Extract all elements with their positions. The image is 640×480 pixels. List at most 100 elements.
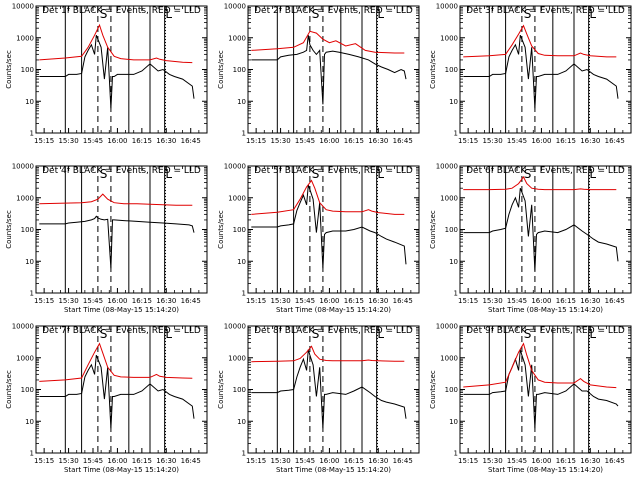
x-tick-label: 15:30 — [482, 297, 502, 305]
y-tick-label: 10000 — [224, 3, 246, 11]
y-tick-label: 100 — [21, 66, 34, 74]
segment-label: S — [312, 327, 320, 341]
x-tick-label: 16:30 — [156, 137, 176, 145]
x-tick-label: 15:15 — [246, 137, 266, 145]
lld-series-line — [251, 345, 405, 363]
y-tick-label: 10 — [237, 98, 246, 106]
x-tick-label: 16:30 — [368, 457, 388, 465]
lld-series-line — [463, 176, 617, 191]
y-tick-label: 10000 — [436, 163, 458, 171]
chart-panel-8: Det 8f BLACK = Events, RED = LLD 1 10 100 10… — [217, 323, 420, 474]
y-tick-label: 10 — [25, 98, 34, 106]
plot-frame — [247, 165, 420, 294]
x-tick-label: 16:00 — [319, 137, 339, 145]
x-tick-label: 15:15 — [34, 297, 54, 305]
segment-label: L — [165, 167, 172, 181]
segment-label: L — [589, 327, 596, 341]
x-tick-label: 15:45 — [507, 137, 527, 145]
x-tick-label: 15:45 — [83, 457, 103, 465]
x-tick-label: 15:15 — [458, 297, 478, 305]
x-tick-label: 16:45 — [393, 137, 413, 145]
x-tick-label: 16:45 — [605, 297, 625, 305]
events-series-line — [251, 184, 407, 269]
lld-series-line — [463, 24, 617, 58]
x-tick-label: 15:30 — [58, 137, 78, 145]
x-tick-label: 16:15 — [132, 137, 152, 145]
y-tick-label: 10000 — [12, 323, 34, 331]
segment-label: L — [589, 167, 596, 181]
y-axis-label: Counts/sec — [217, 370, 225, 409]
x-tick-label: 15:15 — [458, 457, 478, 465]
y-tick-label: 10 — [449, 258, 458, 266]
y-tick-label: 1 — [454, 290, 458, 298]
plot-frame — [35, 5, 208, 134]
chart-panel-5: Det 5f BLACK = Events, RED = LLD 1 10 100 10… — [217, 163, 420, 314]
lld-series-line — [463, 342, 617, 389]
y-tick-label: 1000 — [16, 34, 34, 42]
events-series-line — [463, 35, 619, 109]
x-tick-label: 16:00 — [107, 297, 127, 305]
x-tick-label: 16:15 — [556, 137, 576, 145]
y-tick-label: 10000 — [12, 163, 34, 171]
chart-panel-2: Det 2f BLACK = Events, RED = LLD 1 10 100 10… — [217, 3, 420, 145]
x-tick-label: 15:15 — [458, 137, 478, 145]
segment-label: L — [377, 7, 384, 21]
segment-label: S — [100, 7, 108, 21]
segment-label: L — [377, 327, 384, 341]
x-tick-label: 16:15 — [344, 137, 364, 145]
x-tick-label: 15:45 — [83, 137, 103, 145]
events-series-line — [39, 355, 195, 429]
y-tick-label: 1 — [242, 290, 246, 298]
x-tick-label: 16:00 — [531, 457, 551, 465]
x-tick-label: 15:45 — [507, 297, 527, 305]
x-tick-label: 15:30 — [270, 457, 290, 465]
x-tick-label: 15:30 — [482, 457, 502, 465]
chart-panel-7: Det 7f BLACK = Events, RED = LLD 1 10 100 10… — [5, 323, 208, 474]
y-axis-label: Counts/sec — [217, 50, 225, 89]
chart-panel-1: Det 1f BLACK = Events, RED = LLD 1 10 100 10… — [5, 3, 208, 145]
chart-panel-6: Det 6f BLACK = Events, RED = LLD 1 10 100 10… — [429, 163, 632, 314]
x-axis-label: Start Time (08-May-15 15:14:20) — [64, 306, 179, 314]
y-tick-label: 1000 — [440, 194, 458, 202]
x-tick-label: 15:30 — [58, 297, 78, 305]
y-tick-label: 10 — [449, 98, 458, 106]
x-tick-label: 15:45 — [295, 137, 315, 145]
y-axis-label: Counts/sec — [429, 370, 437, 409]
chart-panel-4: Det 4f BLACK = Events, RED = LLD 1 10 100 10… — [5, 163, 208, 314]
panel-title: Det 7f BLACK = Events, RED = LLD — [42, 326, 201, 336]
y-tick-label: 10000 — [12, 3, 34, 11]
y-axis-label: Counts/sec — [5, 210, 13, 249]
events-series-line — [39, 35, 195, 109]
y-tick-label: 1 — [242, 450, 246, 458]
segment-label: L — [589, 7, 596, 21]
segment-label: S — [312, 7, 320, 21]
x-tick-label: 16:45 — [605, 137, 625, 145]
x-tick-label: 15:45 — [507, 457, 527, 465]
y-tick-label: 1 — [30, 290, 34, 298]
x-tick-label: 16:45 — [181, 457, 201, 465]
x-tick-label: 15:15 — [246, 457, 266, 465]
y-axis-label: Counts/sec — [5, 50, 13, 89]
events-series-line — [463, 349, 619, 429]
plot-frame — [459, 325, 632, 454]
events-series-line — [39, 215, 195, 269]
x-tick-label: 16:45 — [393, 297, 413, 305]
y-tick-label: 10000 — [224, 163, 246, 171]
x-tick-label: 15:45 — [295, 457, 315, 465]
y-tick-label: 10 — [237, 418, 246, 426]
y-tick-label: 1 — [242, 130, 246, 138]
x-tick-label: 16:00 — [319, 457, 339, 465]
x-tick-label: 16:00 — [531, 297, 551, 305]
x-tick-label: 16:15 — [344, 297, 364, 305]
lld-series-line — [39, 342, 193, 382]
lld-series-line — [39, 193, 193, 206]
x-tick-label: 16:45 — [393, 457, 413, 465]
y-axis-label: Counts/sec — [5, 370, 13, 409]
plot-frame — [247, 325, 420, 454]
y-tick-label: 10 — [25, 418, 34, 426]
y-tick-label: 1 — [454, 450, 458, 458]
y-tick-label: 1000 — [16, 354, 34, 362]
y-tick-label: 100 — [21, 386, 34, 394]
y-tick-label: 1000 — [440, 34, 458, 42]
panel-title: Det 4f BLACK = Events, RED = LLD — [42, 166, 201, 176]
